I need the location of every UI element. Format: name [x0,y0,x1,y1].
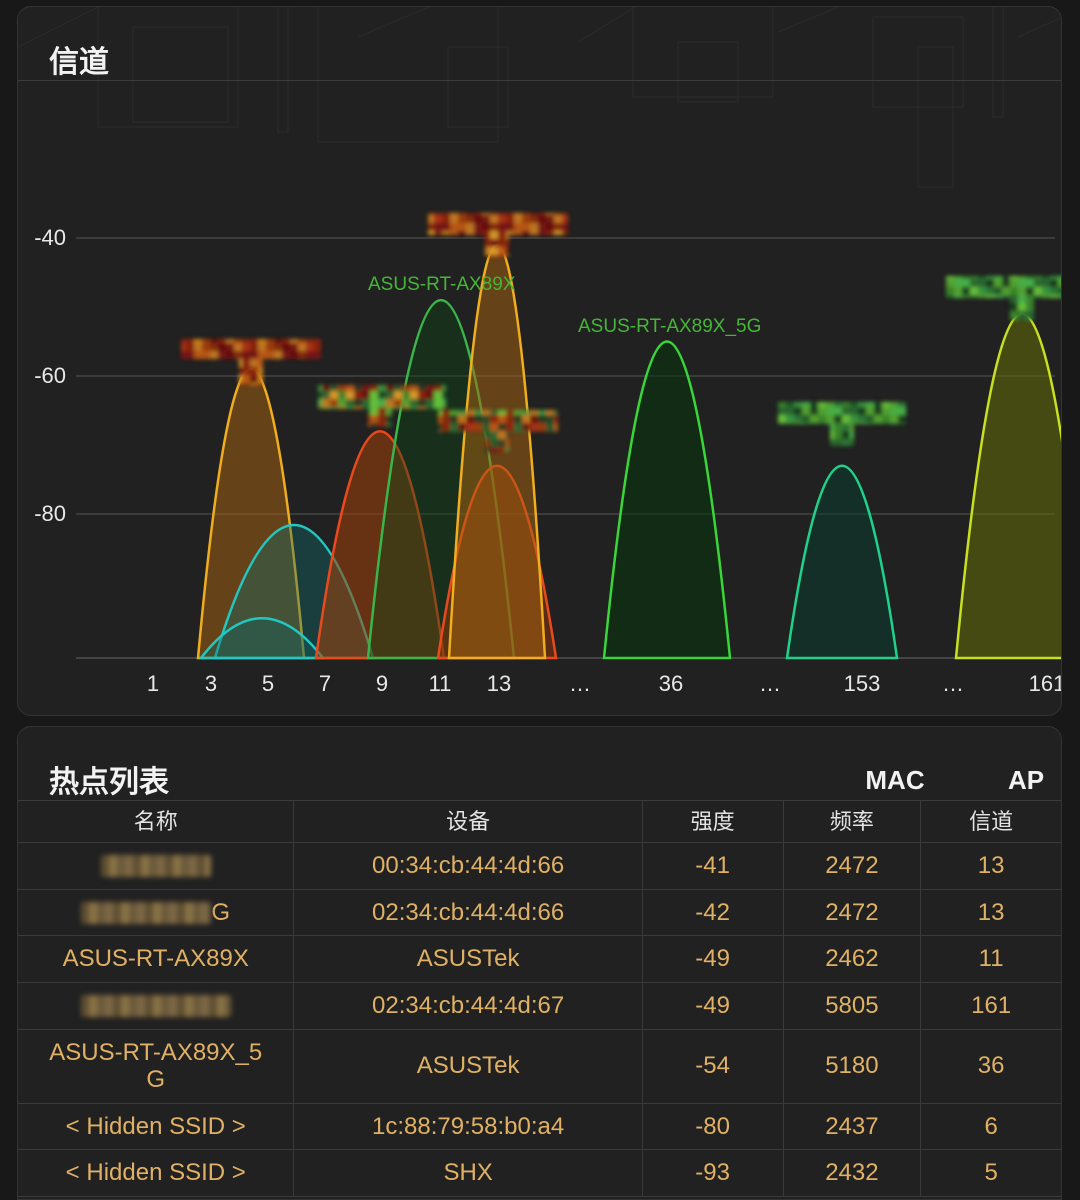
svg-text:161: 161 [1029,671,1062,696]
svg-text:7: 7 [319,671,331,696]
svg-text:153: 153 [844,671,881,696]
svg-text:-80: -80 [34,501,66,526]
svg-text:-40: -40 [34,225,66,250]
svg-text:11: 11 [429,671,452,696]
svg-text:9: 9 [376,671,388,696]
svg-text:5: 5 [262,671,274,696]
svg-text:ASUS-RT-AX89X: ASUS-RT-AX89X [368,274,516,295]
svg-text:…: … [759,671,781,696]
svg-text:36: 36 [659,671,683,696]
svg-text:-60: -60 [34,363,66,388]
svg-text:ASUS-RT-AX89X_5G: ASUS-RT-AX89X_5G [578,316,761,337]
svg-text:3: 3 [205,671,217,696]
svg-text:1: 1 [147,671,159,696]
svg-text:…: … [942,671,964,696]
svg-text:13: 13 [487,671,511,696]
svg-text:…: … [569,671,591,696]
